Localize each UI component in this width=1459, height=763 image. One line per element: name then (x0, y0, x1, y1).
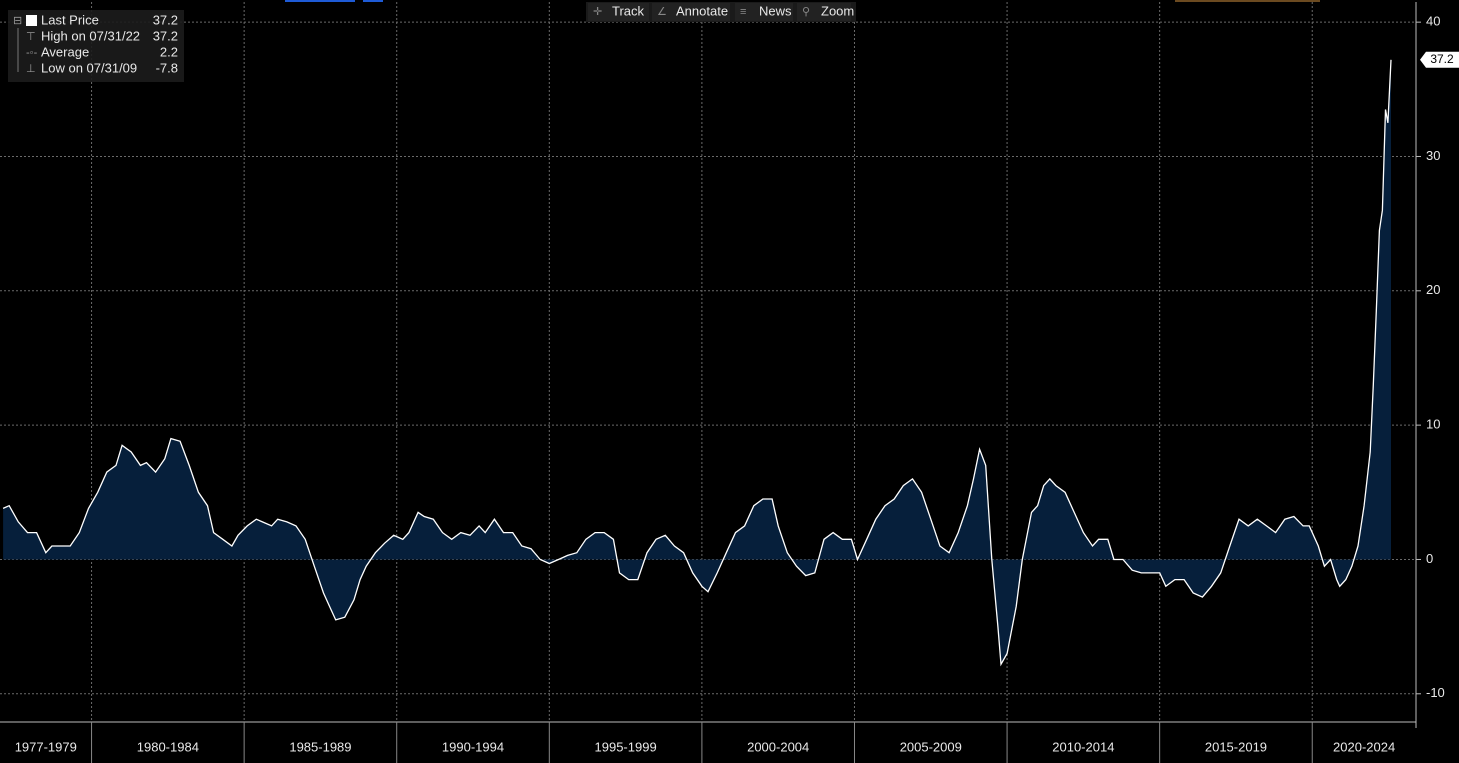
line (2, 59, 1392, 667)
x-tick-label: 2015-2019 (1205, 739, 1267, 754)
toolbar: ✛ Track ∠ Annotate ≡ News ⚲ Zoom (586, 2, 856, 22)
x-tick-label: 1995-1999 (595, 739, 657, 754)
last-price-label: 37.2 (1430, 52, 1454, 66)
toolbar-label[interactable]: Track (612, 3, 645, 18)
toolbar-icon: ⚲ (802, 6, 810, 18)
legend-value: 37.2 (153, 12, 178, 27)
toolbar-button[interactable] (735, 3, 793, 21)
toolbar-button[interactable] (652, 3, 730, 21)
toolbar-label[interactable]: Annotate (676, 3, 728, 18)
legend-icon: ⊥ (26, 63, 36, 75)
x-tick-label: 2010-2014 (1052, 739, 1114, 754)
legend-value: 2.2 (160, 44, 178, 59)
legend-value: 37.2 (153, 28, 178, 43)
top-strip (363, 0, 383, 2)
y-tick-label: 30 (1426, 148, 1440, 163)
legend-label: High on 07/31/22 (41, 28, 140, 43)
x-tick-label: 1985-1989 (289, 739, 351, 754)
legend-bg (8, 10, 184, 82)
top-strip (285, 0, 355, 2)
toolbar-button[interactable] (588, 3, 649, 21)
legend-label: Low on 07/31/09 (41, 60, 137, 75)
legend-value: -7.8 (156, 60, 178, 75)
toolbar-label[interactable]: News (759, 3, 792, 18)
legend-swatch (26, 15, 37, 26)
legend-collapse[interactable]: ⊟ (13, 15, 22, 27)
plot (0, 2, 1416, 722)
x-tick-label: 1977-1979 (15, 739, 77, 754)
y-tick-label: 10 (1426, 417, 1440, 432)
y-tick-label: 40 (1426, 14, 1440, 29)
legend-icon: -◦- (26, 47, 38, 59)
toolbar-icon: ≡ (740, 6, 746, 18)
top-strip (1175, 0, 1320, 2)
legend-label: Average (41, 44, 89, 59)
toolbar-label[interactable]: Zoom (821, 3, 854, 18)
x-tick-label: 2020-2024 (1333, 739, 1395, 754)
toolbar-button[interactable] (797, 3, 851, 21)
last-price-tag (1420, 51, 1459, 68)
y-tick-label: 0 (1426, 551, 1433, 566)
y-tick-label: 20 (1426, 282, 1440, 297)
x-tick-label: 1980-1984 (137, 739, 199, 754)
legend: Last Price 37.2 High on 07/31/22 37.2 ⊤ Avera… (8, 10, 184, 82)
toolbar-icon: ∠ (657, 6, 667, 18)
x-tick-label: 1990-1994 (442, 739, 504, 754)
toolbar-icon: ✛ (593, 6, 602, 18)
legend-label: Last Price (41, 12, 99, 27)
x-tick-label: 2000-2004 (747, 739, 809, 754)
area (3, 59, 1392, 665)
x-tick-label: 2005-2009 (900, 739, 962, 754)
y-tick-label: -10 (1426, 685, 1445, 700)
legend-icon: ⊤ (26, 31, 36, 43)
